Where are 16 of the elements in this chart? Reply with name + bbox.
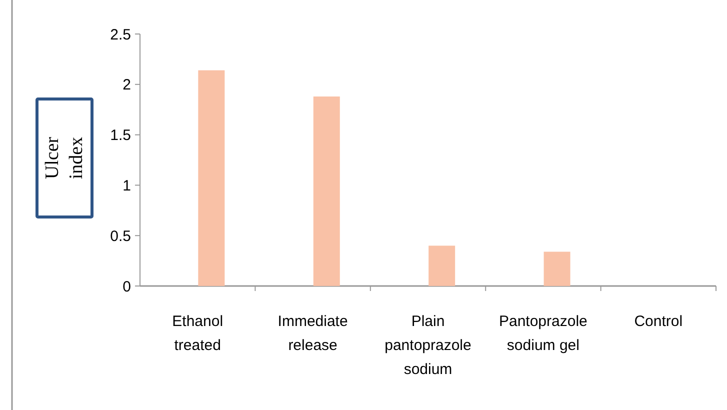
y-axis-title: Ulcer index [42,136,87,180]
y-tick-label: 1.5 [110,127,131,144]
x-tick-label: Immediate release [278,313,348,354]
bar [198,70,225,286]
y-tick-label: 0 [122,278,131,296]
bar [428,246,456,286]
y-tick-label: 2.5 [110,26,131,44]
y-tick-label: 1 [122,177,131,194]
y-tick-label: 2 [122,76,131,94]
x-tick-label: Ethanol treated [172,313,224,354]
x-tick-label: Control [634,313,683,330]
x-tick-label: Plain pantoprazole sodium [384,313,472,378]
bar [313,96,340,286]
bar [544,252,570,286]
x-tick-label: Pantoprazole sodium gel [498,313,588,354]
y-tick-label: 0.5 [110,228,131,245]
